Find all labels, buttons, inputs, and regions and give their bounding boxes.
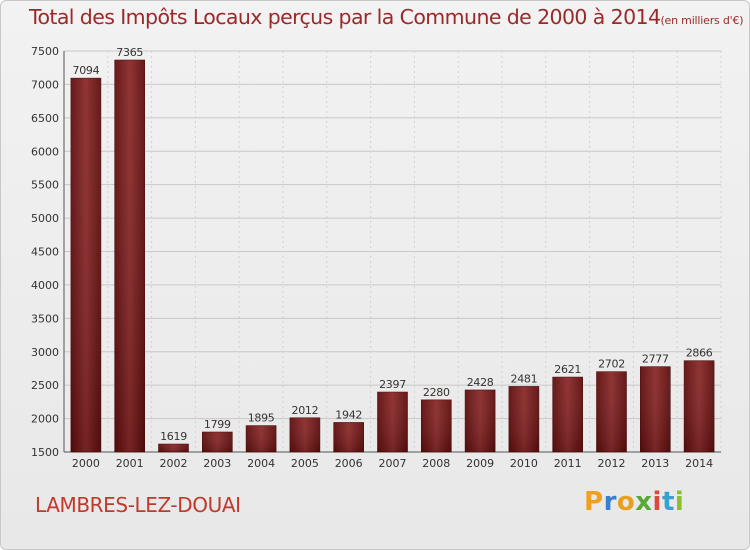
logo-letter: o (616, 487, 636, 517)
x-tick-label-2010: 2010 (510, 457, 538, 470)
x-tick-label-2009: 2009 (466, 457, 494, 470)
y-tick-label: 5500 (31, 179, 59, 192)
x-tick-label-2003: 2003 (203, 457, 231, 470)
x-tick-label-2012: 2012 (598, 457, 626, 470)
x-tick-label-2006: 2006 (335, 457, 363, 470)
y-tick-label: 3000 (31, 346, 59, 359)
value-label-2003: 1799 (204, 418, 231, 431)
proxiti-logo: Proxiti (584, 487, 684, 517)
logo-letter: t (661, 487, 675, 517)
y-tick-label: 3500 (31, 312, 59, 325)
logo-letter: i (652, 487, 662, 517)
x-tick-label-2005: 2005 (291, 457, 319, 470)
y-tick-label: 2000 (31, 413, 59, 426)
bar-shade-2007 (377, 392, 408, 452)
bar-shade-2013 (640, 366, 671, 452)
x-tick-label-2013: 2013 (641, 457, 669, 470)
x-tick-label-2011: 2011 (554, 457, 582, 470)
bar-shade-2012 (596, 371, 627, 452)
x-tick-label-2004: 2004 (247, 457, 275, 470)
value-label-2004: 1895 (248, 412, 275, 425)
bar-shade-2000 (70, 78, 101, 452)
bar-shade-2014 (684, 360, 715, 452)
y-tick-label: 5000 (31, 212, 59, 225)
value-label-2008: 2280 (423, 386, 450, 399)
value-label-2009: 2428 (467, 376, 494, 389)
logo-letter: i (674, 487, 685, 517)
x-tick-label-2000: 2000 (72, 457, 100, 470)
value-label-2002: 1619 (160, 430, 187, 443)
chart-unit: (en milliers d'€) (660, 14, 744, 27)
value-label-2007: 2397 (379, 378, 406, 391)
value-label-2001: 7365 (116, 46, 143, 59)
logo-letter: x (635, 487, 653, 517)
bar-shade-2001 (114, 60, 145, 453)
logo-letter: r (603, 487, 617, 517)
bar-shade-2003 (202, 432, 233, 452)
value-label-2000: 7094 (73, 64, 100, 77)
value-label-2006: 1942 (335, 408, 362, 421)
bar-shade-2008 (421, 399, 452, 452)
y-tick-label: 6500 (31, 112, 59, 125)
x-tick-label-2007: 2007 (379, 457, 407, 470)
x-tick-label-2001: 2001 (116, 457, 144, 470)
bar-shade-2002 (158, 444, 189, 452)
value-label-2005: 2012 (292, 404, 319, 417)
value-label-2013: 2777 (642, 353, 669, 366)
value-label-2014: 2866 (686, 347, 713, 360)
bar-shade-2006 (333, 422, 364, 452)
bar-shade-2005 (289, 417, 320, 452)
y-tick-label: 7000 (31, 78, 59, 91)
bar-shade-2004 (246, 425, 277, 452)
y-tick-label: 2500 (31, 379, 59, 392)
y-tick-label: 4000 (31, 279, 59, 292)
y-tick-label: 7500 (31, 45, 59, 58)
value-label-2010: 2481 (511, 372, 538, 385)
chart-title-line: Total des Impôts Locaux perçus par la Co… (29, 5, 744, 29)
bar-shade-2010 (508, 386, 539, 452)
logo-letter: P (584, 487, 604, 517)
x-tick-label-2008: 2008 (422, 457, 450, 470)
x-tick-label-2002: 2002 (160, 457, 188, 470)
chart-title: Total des Impôts Locaux perçus par la Co… (29, 5, 661, 29)
value-label-2012: 2702 (598, 358, 625, 371)
bar-shade-2011 (552, 377, 583, 452)
x-tick-label-2014: 2014 (685, 457, 713, 470)
bar-shade-2009 (465, 389, 496, 452)
commune-name: LAMBRES-LEZ-DOUAI (35, 493, 241, 517)
value-label-2011: 2621 (554, 363, 581, 376)
y-tick-label: 1500 (31, 446, 59, 459)
y-tick-label: 6000 (31, 145, 59, 158)
y-tick-label: 4500 (31, 246, 59, 259)
